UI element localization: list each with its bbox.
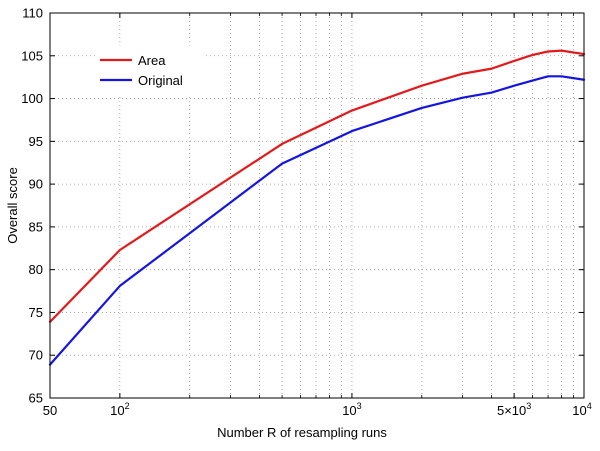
y-tick-label: 95 — [29, 134, 43, 149]
y-tick-label: 105 — [21, 48, 43, 63]
plot-frame — [49, 12, 585, 399]
y-tick-label: 110 — [22, 6, 43, 21]
y-tick-label: 65 — [29, 391, 43, 406]
series-line-area — [48, 49, 586, 323]
series-line-original — [48, 75, 586, 366]
x-tick-label: 103 — [342, 401, 361, 418]
y-tick-label: 100 — [21, 91, 43, 106]
legend-label-area: Area — [138, 53, 166, 68]
series-lines — [48, 49, 586, 366]
y-tick-label: 90 — [29, 177, 43, 192]
legend-label-original: Original — [138, 73, 183, 88]
x-tick-label: 104 — [572, 401, 591, 418]
y-tick-label: 75 — [29, 305, 43, 320]
x-tick-label: 50 — [43, 403, 57, 418]
y-tick-label: 85 — [29, 219, 43, 234]
axis-labels: 65 70 75 80 85 90 95 100 105 110 50 102 103 5×103 104 — [21, 6, 591, 419]
x-tick-label: 102 — [110, 401, 129, 418]
legend: Area Original — [95, 45, 205, 95]
grid — [50, 13, 584, 398]
axis-ticks — [49, 12, 585, 399]
y-tick-label: 70 — [29, 348, 43, 363]
x-tick-label: 5×103 — [497, 401, 531, 418]
x-axis-title: Number R of resampling runs — [217, 425, 387, 440]
legend-box — [95, 45, 205, 95]
y-axis-title: Overall score — [5, 167, 20, 244]
y-tick-label: 80 — [29, 262, 43, 277]
